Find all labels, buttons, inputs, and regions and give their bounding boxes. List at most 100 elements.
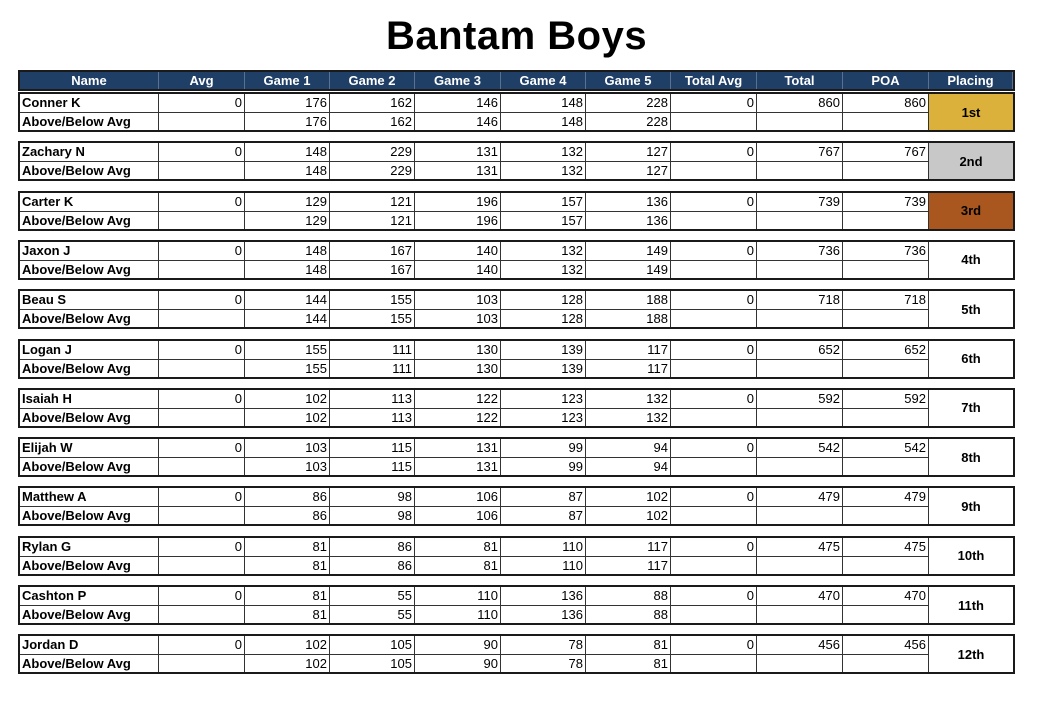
- name-value: Isaiah H: [20, 390, 158, 409]
- game-2-value: 55: [330, 587, 414, 606]
- game-4-column: 157 157: [501, 192, 586, 229]
- placing-badge: 11th: [957, 597, 984, 613]
- game-5-diff: 136: [646, 212, 668, 228]
- game-1-diff: 103: [305, 459, 327, 475]
- game-5-value: 188: [586, 291, 670, 311]
- total-avg-value: 0: [671, 94, 756, 113]
- table-header: Name Avg Game 1 Game 2 Game 3 Game 4 Game 5 Tot…: [18, 70, 1015, 91]
- game-4-column: 136 136: [501, 587, 586, 623]
- game-5-diff: 228: [646, 114, 668, 129]
- total-value: 718: [757, 291, 842, 311]
- game-1-diff: 155: [305, 360, 327, 376]
- total-avg-diff: [671, 655, 756, 672]
- game-5-column: 81 81: [586, 636, 671, 673]
- total-avg-diff: [671, 507, 756, 524]
- total-diff: [757, 606, 842, 623]
- game-3-column: 140 140: [415, 241, 501, 278]
- total-avg-diff: [671, 162, 756, 179]
- avg-column: 0: [159, 241, 245, 278]
- poa-diff: [843, 212, 928, 229]
- game-1-column: 148 148: [245, 143, 330, 180]
- game-1-value: 176: [245, 94, 329, 113]
- game-1-diff: 86: [312, 508, 327, 524]
- avg-value: 0: [159, 439, 244, 459]
- poa-value: 592: [843, 390, 928, 409]
- name-column: Rylan G Above/Below Avg: [20, 537, 159, 574]
- game-1-diff: 148: [305, 261, 327, 277]
- avg-diff: [159, 606, 244, 623]
- name-diff: Above/Below Avg: [22, 508, 131, 524]
- game-4-value: 148: [501, 94, 585, 113]
- game-1-diff: 176: [305, 114, 327, 129]
- game-3-value: 110: [415, 587, 500, 606]
- total-avg-value: 0: [671, 488, 756, 508]
- total-avg-column: 0: [671, 439, 757, 476]
- avg-diff: [159, 507, 244, 524]
- total-avg-diff: [671, 360, 756, 377]
- placing-badge: 10th: [957, 548, 985, 564]
- game-3-diff: 146: [476, 114, 498, 129]
- avg-column: 0: [159, 636, 245, 673]
- poa-column: 739: [843, 192, 929, 229]
- poa-diff: [843, 507, 928, 524]
- game-2-value: 86: [330, 538, 414, 557]
- placing-badge: 12th: [957, 646, 985, 662]
- game-4-value: 139: [501, 341, 585, 360]
- name-value: Rylan G: [20, 538, 158, 557]
- game-5-value: 102: [586, 488, 670, 508]
- game-2-column: 162 162: [330, 94, 415, 130]
- game-2-column: 105 105: [330, 636, 415, 673]
- game-4-value: 78: [501, 636, 585, 656]
- name-column: Matthew A Above/Below Avg: [20, 488, 159, 525]
- game-5-diff: 94: [653, 459, 668, 475]
- column-header-name: Name: [20, 72, 159, 89]
- poa-value: 860: [843, 94, 928, 113]
- total-diff: [757, 212, 842, 229]
- total-column: 736: [757, 241, 843, 278]
- poa-diff: [843, 409, 928, 426]
- total-avg-column: 0: [671, 587, 757, 623]
- game-2-column: 98 98: [330, 488, 415, 525]
- poa-value: 652: [843, 341, 928, 360]
- game-2-value: 167: [330, 242, 414, 261]
- game-4-diff: 123: [561, 409, 583, 425]
- game-4-column: 132 132: [501, 241, 586, 278]
- game-1-diff: 102: [305, 656, 327, 672]
- game-1-column: 103 103: [245, 439, 330, 476]
- poa-diff: [843, 360, 928, 377]
- poa-value: 542: [843, 439, 928, 459]
- game-3-value: 81: [415, 538, 500, 557]
- avg-value: 0: [159, 193, 244, 212]
- game-4-column: 139 139: [501, 340, 586, 377]
- game-2-column: 155 155: [330, 291, 415, 328]
- game-5-column: 117 117: [586, 537, 671, 574]
- name-value: Carter K: [20, 193, 158, 212]
- total-avg-column: 0: [671, 241, 757, 278]
- game-4-value: 123: [501, 390, 585, 409]
- game-1-column: 86 86: [245, 488, 330, 525]
- name-column: Conner K Above/Below Avg: [20, 94, 159, 130]
- poa-diff: [843, 557, 928, 574]
- game-4-value: 136: [501, 587, 585, 606]
- game-3-diff: 122: [476, 409, 498, 425]
- total-avg-column: 0: [671, 143, 757, 180]
- game-1-value: 102: [245, 636, 329, 656]
- game-3-column: 196 196: [415, 192, 501, 229]
- game-4-value: 87: [501, 488, 585, 508]
- game-4-diff: 128: [561, 311, 583, 327]
- game-3-column: 110 110: [415, 587, 501, 623]
- poa-diff: [843, 261, 928, 278]
- total-avg-value: 0: [671, 439, 756, 459]
- name-diff: Above/Below Avg: [22, 114, 131, 129]
- avg-column: 0: [159, 488, 245, 525]
- avg-diff: [159, 113, 244, 130]
- total-value: 456: [757, 636, 842, 656]
- game-1-value: 103: [245, 439, 329, 459]
- placing-badge: 3rd: [929, 192, 1013, 229]
- game-1-diff: 129: [305, 212, 327, 228]
- total-diff: [757, 310, 842, 327]
- game-4-column: 123 123: [501, 389, 586, 426]
- game-4-diff: 148: [561, 114, 583, 129]
- name-column: Jaxon J Above/Below Avg: [20, 241, 159, 278]
- game-4-diff: 132: [561, 261, 583, 277]
